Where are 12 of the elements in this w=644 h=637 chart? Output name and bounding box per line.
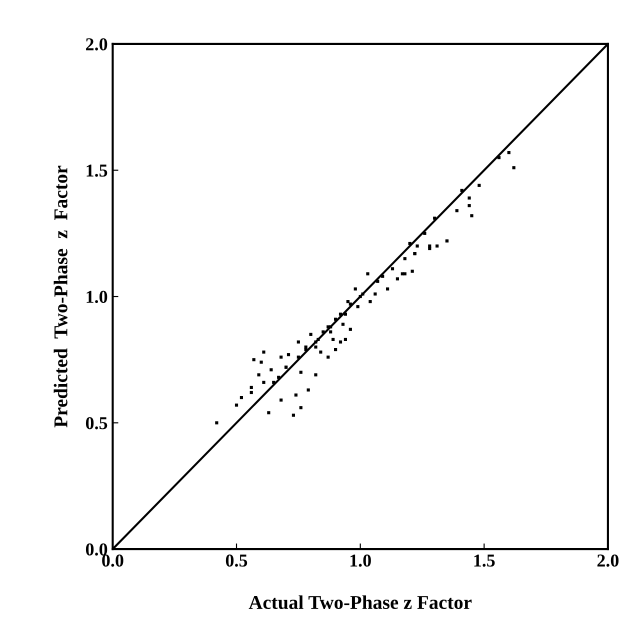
- y-tick-label: 1.5: [86, 164, 108, 177]
- y-axis-title: Predicted Two-Phase z Factor: [54, 166, 68, 428]
- x-tick-label: 1.5: [474, 554, 495, 567]
- y-tick-label: 2.0: [86, 38, 108, 50]
- x-tick-label: 1.0: [350, 554, 371, 567]
- x-tick-label: 0.5: [226, 554, 248, 567]
- x-axis-title: Actual Two-Phase z Factor: [248, 595, 472, 610]
- y-tick-label: 0.0: [86, 543, 108, 556]
- y-tick-label: 1.0: [86, 290, 108, 304]
- x-tick-label: 2.0: [597, 554, 619, 567]
- x-tick-label: 0.0: [102, 554, 124, 567]
- y-tick-label: 0.5: [86, 417, 108, 430]
